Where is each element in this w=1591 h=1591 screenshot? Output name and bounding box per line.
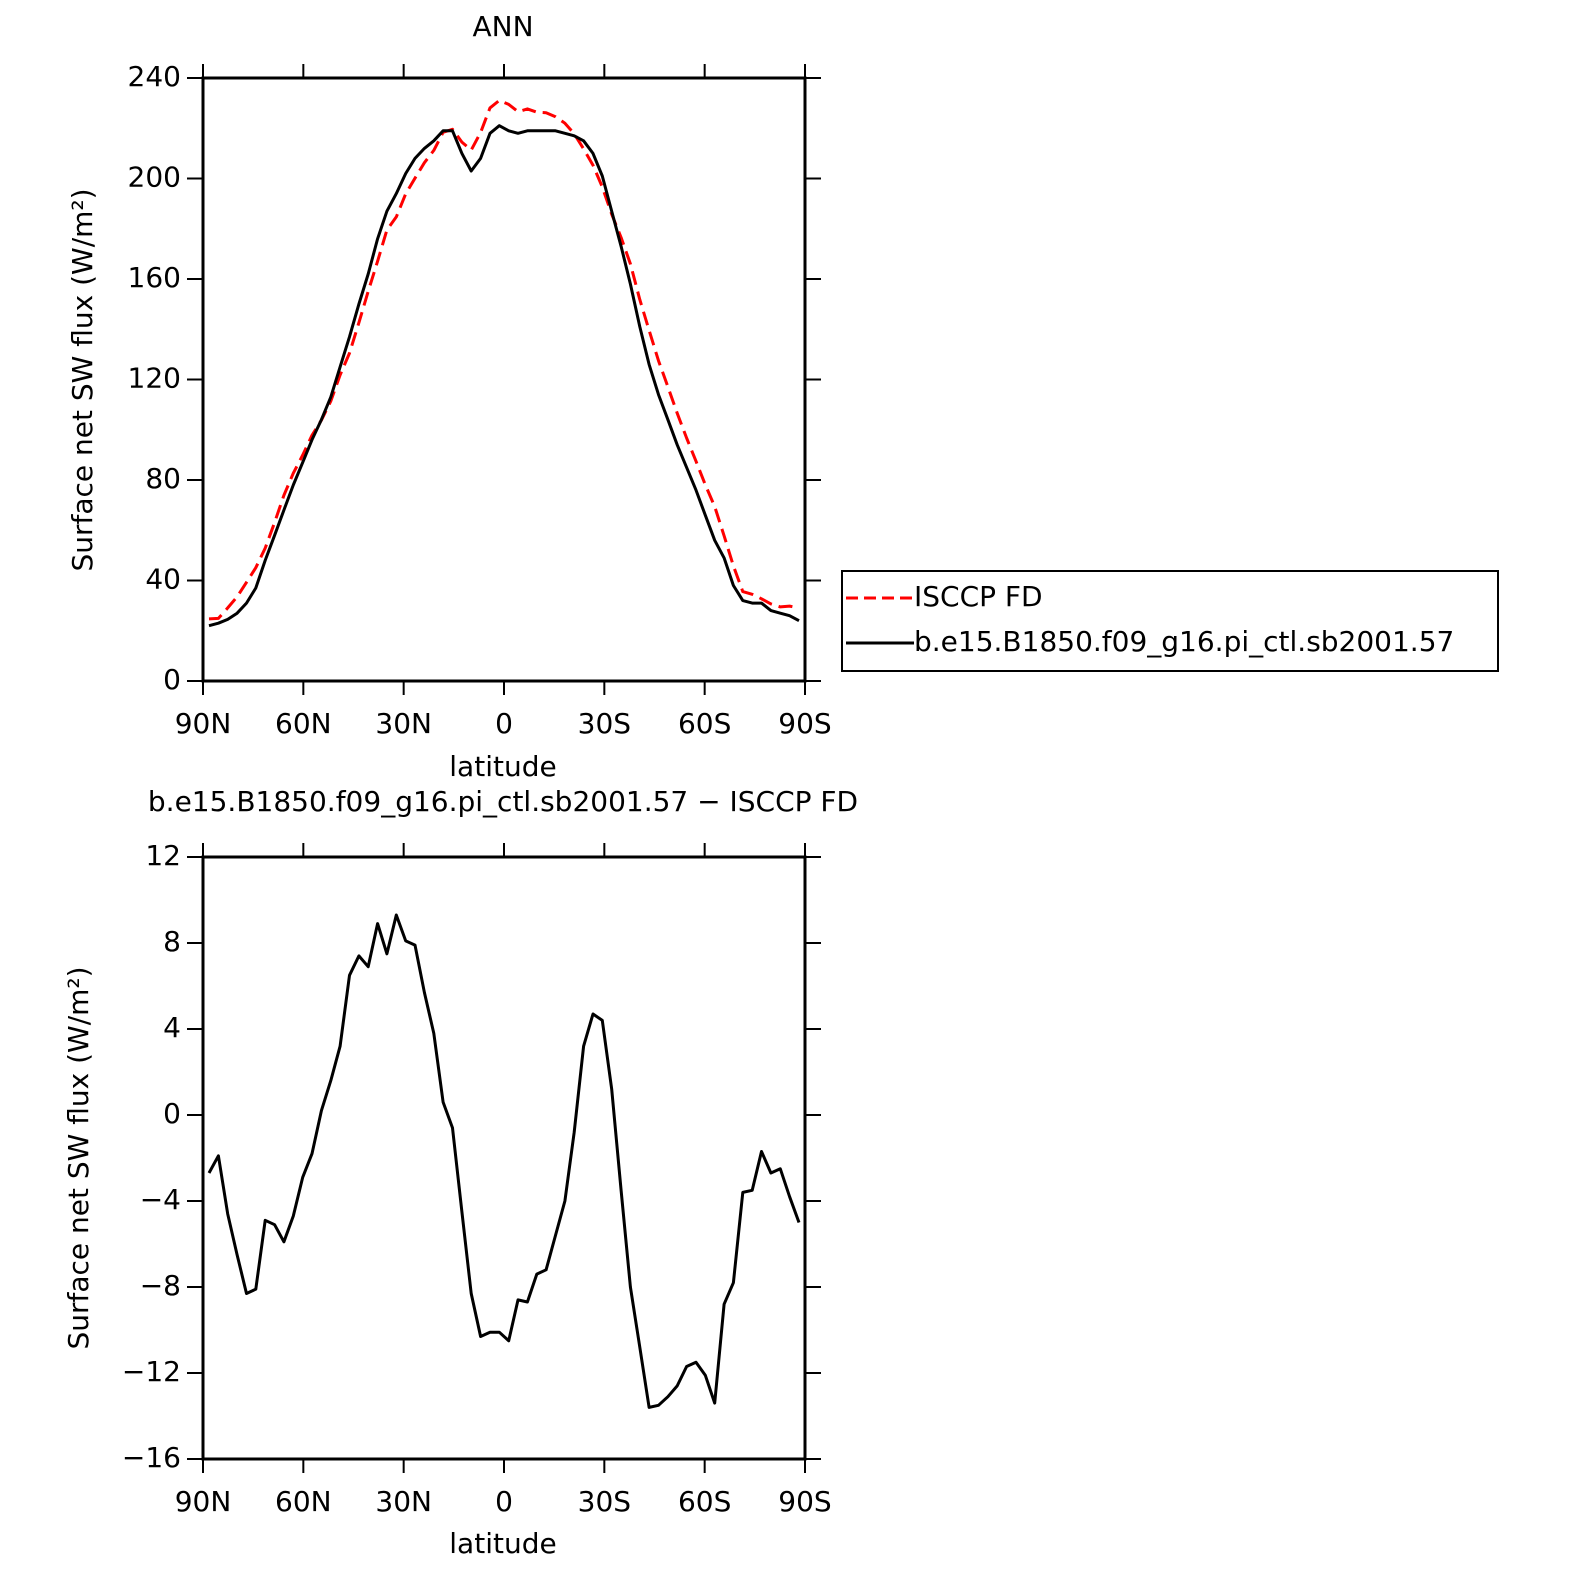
y-tick-label: 0 xyxy=(163,1097,181,1130)
y-tick-label: 12 xyxy=(145,839,181,872)
x-tick-label: 0 xyxy=(495,1485,513,1518)
y-tick-label: 4 xyxy=(163,1011,181,1044)
x-tick-label: 90N xyxy=(175,1485,232,1518)
data-line xyxy=(207,913,801,1409)
chart-title: ANN xyxy=(472,10,533,43)
plot-frame xyxy=(201,76,807,683)
x-tick-label: 30N xyxy=(375,707,432,740)
x-axis-label: latitude xyxy=(449,1527,556,1560)
x-tick-label: 60S xyxy=(678,707,731,740)
legend-label: b.e15.B1850.f09_g16.pi_ctl.sb2001.57 xyxy=(914,625,1454,658)
y-axis-label: Surface net SW flux (W/m²) xyxy=(62,966,95,1349)
y-tick-label: 0 xyxy=(163,663,181,696)
x-axis-label: latitude xyxy=(449,750,556,783)
y-tick-label: 8 xyxy=(163,925,181,958)
y-axis-label: Surface net SW flux (W/m²) xyxy=(66,188,99,571)
y-tick-label: 200 xyxy=(128,161,181,194)
x-tick-label: 60N xyxy=(275,1485,332,1518)
x-tick-label: 90S xyxy=(778,1485,831,1518)
chart-title: b.e15.B1850.f09_g16.pi_ctl.sb2001.57 − I… xyxy=(148,785,858,818)
data-line xyxy=(208,124,800,628)
y-tick-label: 80 xyxy=(145,462,181,495)
x-tick-label: 30S xyxy=(578,1485,631,1518)
y-tick-label: 120 xyxy=(128,362,181,395)
y-tick-label: 40 xyxy=(145,563,181,596)
y-tick-label: 240 xyxy=(128,60,181,93)
x-tick-label: 90N xyxy=(175,707,232,740)
data-line xyxy=(208,98,800,621)
plot-frame xyxy=(201,855,807,1461)
y-tick-label: −12 xyxy=(122,1355,181,1388)
x-tick-label: 30N xyxy=(375,1485,432,1518)
y-tick-label: −4 xyxy=(140,1183,181,1216)
x-tick-label: 90S xyxy=(778,707,831,740)
legend-label: ISCCP FD xyxy=(914,580,1043,613)
y-tick-label: −8 xyxy=(140,1269,181,1302)
legend-box xyxy=(841,570,1499,672)
y-tick-label: 160 xyxy=(128,261,181,294)
x-tick-label: 0 xyxy=(495,707,513,740)
x-tick-label: 60N xyxy=(275,707,332,740)
x-tick-label: 60S xyxy=(678,1485,731,1518)
y-tick-label: −16 xyxy=(122,1441,181,1474)
x-tick-label: 30S xyxy=(578,707,631,740)
